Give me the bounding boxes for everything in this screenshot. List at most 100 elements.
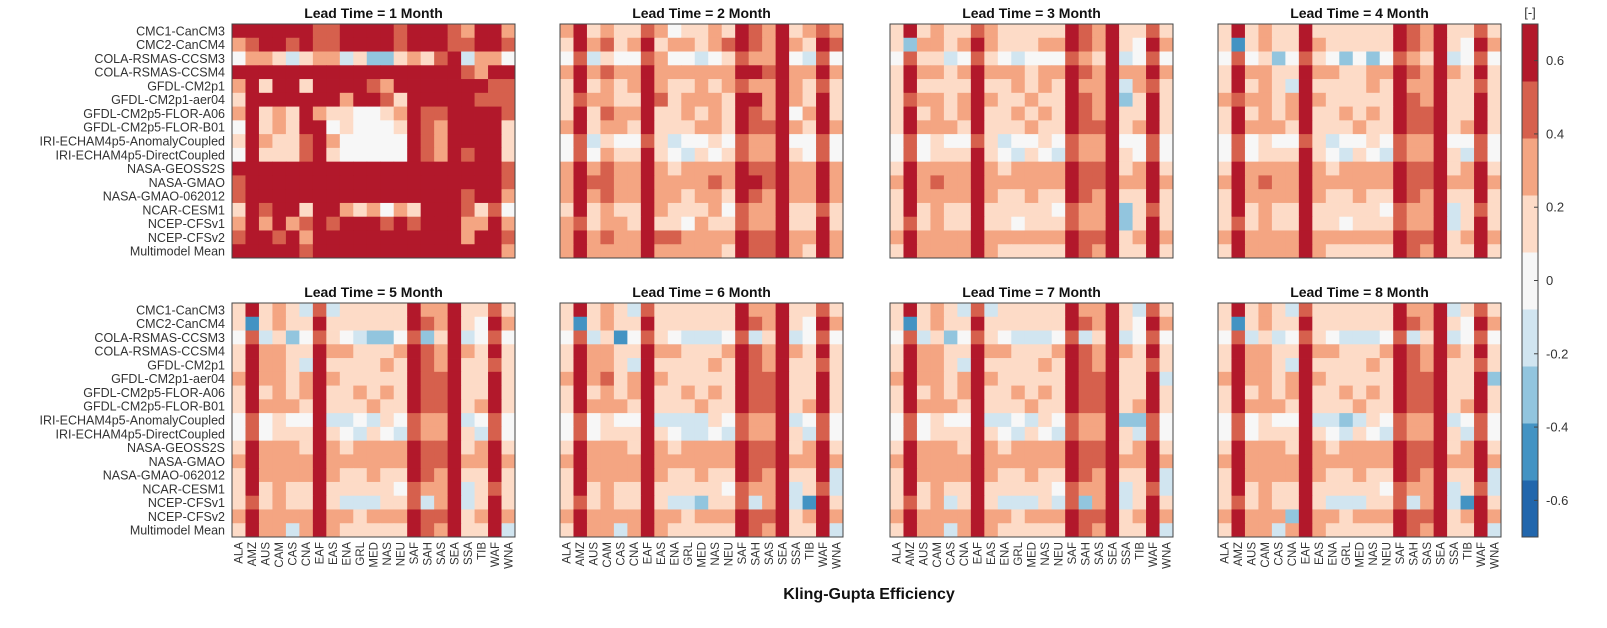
heatmap-cell <box>970 106 985 121</box>
heatmap-cell <box>1487 189 1502 204</box>
heatmap-cell <box>586 523 601 538</box>
heatmap-cell <box>890 230 904 245</box>
heatmap-cell <box>890 385 904 400</box>
heatmap-cell <box>721 481 736 497</box>
heatmap-cell <box>694 371 709 386</box>
heatmap-cell <box>1474 147 1488 163</box>
heatmap-cell <box>1339 358 1354 373</box>
heatmap-cell <box>1393 189 1408 204</box>
heatmap-cell <box>1420 51 1435 66</box>
heatmap-cell <box>667 481 682 497</box>
heatmap-cell <box>560 385 574 400</box>
x-axis-label: Kling-Gupta Efficiency <box>783 586 955 603</box>
heatmap-cell <box>970 51 985 66</box>
heatmap-cell <box>232 440 246 455</box>
heatmap-cell <box>708 24 723 39</box>
heatmap-cell <box>640 495 655 510</box>
column-label: EAF <box>643 542 655 564</box>
heatmap-cell <box>407 216 422 231</box>
heatmap-cell <box>970 134 985 149</box>
heatmap-cell <box>735 79 750 94</box>
heatmap-cell <box>681 189 696 204</box>
heatmap-cell <box>903 106 918 121</box>
heatmap-cell <box>434 316 449 331</box>
heatmap-cell <box>748 399 763 414</box>
heatmap-cell <box>890 79 904 94</box>
heatmap-cell <box>1105 106 1120 121</box>
heatmap-cell <box>789 120 803 135</box>
heatmap-cell <box>957 216 972 231</box>
heatmap-cell <box>586 106 601 121</box>
heatmap-cell <box>312 385 327 400</box>
heatmap-cell <box>762 106 777 121</box>
heatmap-cell <box>1379 216 1394 231</box>
heatmap-cell <box>1132 523 1147 538</box>
heatmap-cell <box>1218 344 1232 359</box>
heatmap-cell <box>930 65 945 80</box>
heatmap-cell <box>1271 481 1286 497</box>
heatmap-cell <box>1352 106 1367 121</box>
heatmap-cell <box>258 134 273 149</box>
heatmap-cell <box>829 413 844 428</box>
heatmap-cell <box>1352 468 1367 483</box>
heatmap-cell <box>1218 106 1232 121</box>
heatmap-cell <box>829 344 844 359</box>
heatmap-cell <box>667 413 682 428</box>
heatmap-cell <box>474 440 489 455</box>
heatmap-cell <box>1146 202 1160 218</box>
heatmap-cell <box>1393 216 1408 231</box>
heatmap-cell <box>708 202 723 218</box>
heatmap-cell <box>943 189 958 204</box>
heatmap-cell <box>775 523 790 538</box>
heatmap-cell <box>245 468 260 483</box>
heatmap-cell <box>1325 344 1340 359</box>
heatmap-cell <box>903 202 918 218</box>
heatmap-cell <box>474 202 489 218</box>
heatmap-cell <box>957 175 972 190</box>
panel-3: Lead Time = 3 Month <box>889 5 1174 259</box>
heatmap-cell <box>393 216 408 231</box>
heatmap-cell <box>943 468 958 483</box>
heatmap-cell <box>1038 175 1053 190</box>
heatmap-cell <box>903 189 918 204</box>
heatmap-cell <box>1420 385 1435 400</box>
heatmap-cell <box>600 147 615 163</box>
column-label: AUS <box>1247 542 1259 566</box>
column-label: AMZ <box>1233 542 1245 566</box>
heatmap-cell <box>299 37 314 52</box>
heatmap-cell <box>434 79 449 94</box>
heatmap-cell <box>393 303 408 318</box>
column-label: SAF <box>1067 542 1079 564</box>
heatmap-cell <box>1339 230 1354 245</box>
heatmap-cell <box>434 344 449 359</box>
heatmap-cell <box>1433 440 1448 455</box>
heatmap-cell <box>916 37 931 52</box>
heatmap-cell <box>488 189 502 204</box>
heatmap-cell <box>970 161 985 176</box>
heatmap-cell <box>997 399 1012 414</box>
heatmap-cell <box>721 495 736 510</box>
heatmap-cell <box>339 426 354 442</box>
heatmap-cell <box>1146 216 1160 231</box>
heatmap-cell <box>1146 509 1160 524</box>
heatmap-cell <box>1406 330 1421 345</box>
heatmap-cell <box>890 216 904 231</box>
heatmap-cell <box>353 79 368 94</box>
heatmap-cell <box>1339 147 1354 163</box>
heatmap-cell <box>600 440 615 455</box>
heatmap-cell <box>1406 244 1421 259</box>
heatmap-cell <box>1258 216 1273 231</box>
heatmap-cell <box>694 303 709 318</box>
heatmap-cell <box>789 481 803 497</box>
heatmap-cell <box>1433 468 1448 483</box>
heatmap-cell <box>1474 426 1488 442</box>
heatmap-cell <box>1231 92 1246 107</box>
heatmap-cell <box>1325 316 1340 331</box>
heatmap-cell <box>1218 385 1232 400</box>
heatmap-cell <box>613 303 628 318</box>
heatmap-cell <box>1065 495 1080 510</box>
heatmap-cell <box>1132 147 1147 163</box>
heatmap-cell <box>299 344 314 359</box>
heatmap-cell <box>667 303 682 318</box>
heatmap-cell <box>285 523 300 538</box>
